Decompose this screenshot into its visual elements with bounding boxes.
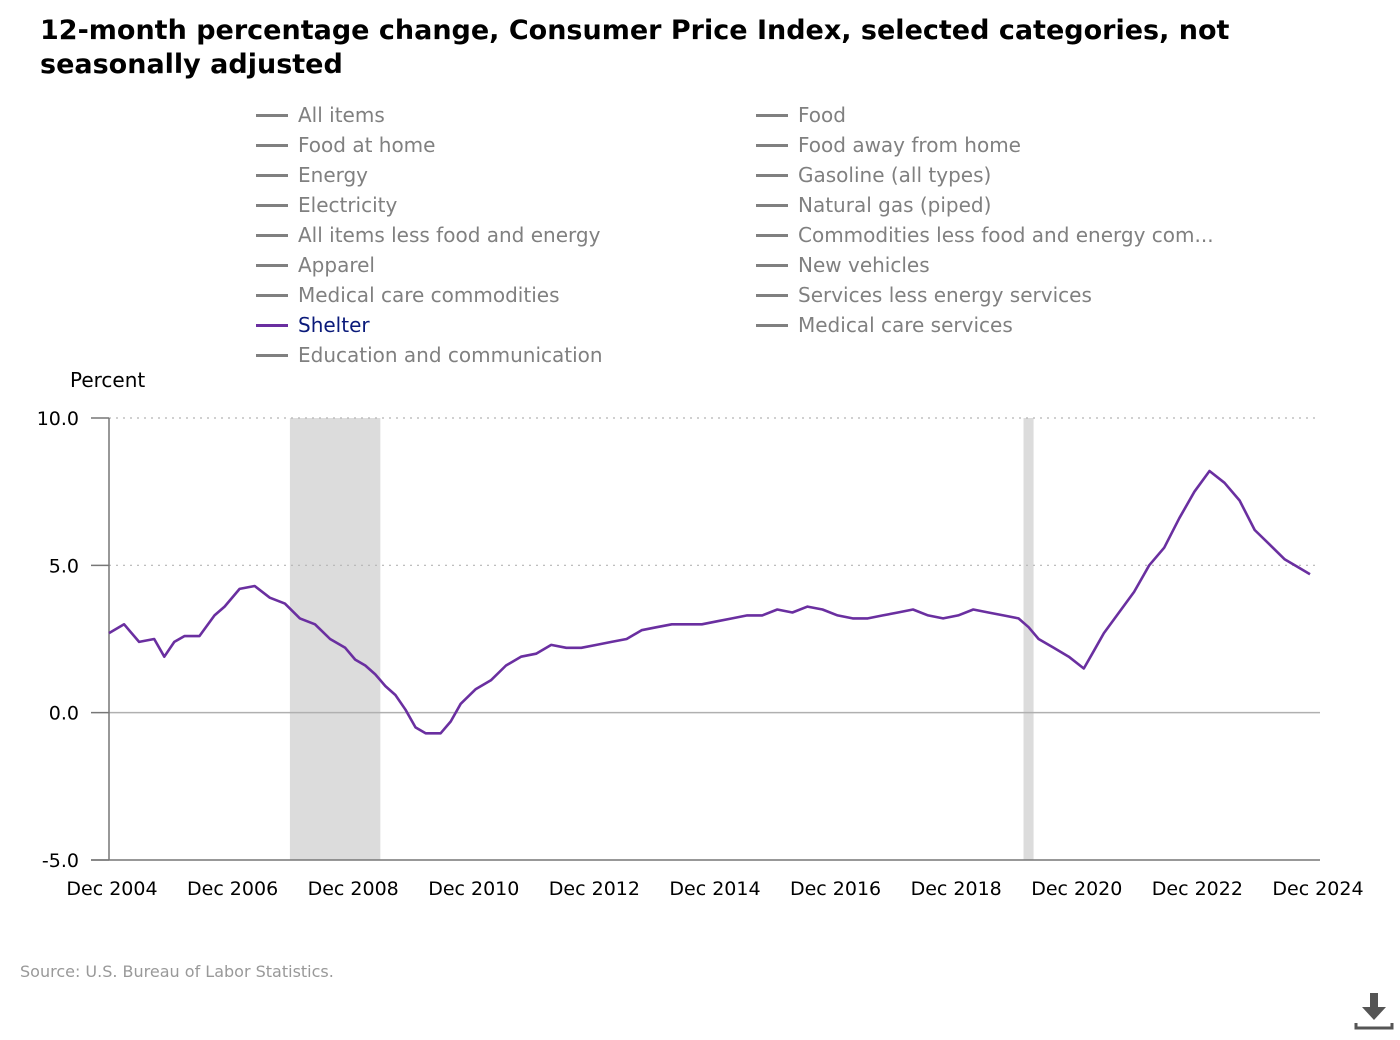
legend-item[interactable]: Natural gas (piped)	[756, 190, 991, 220]
legend-swatch	[256, 143, 288, 147]
x-tick-label: Dec 2010	[428, 878, 519, 900]
legend-item[interactable]: Energy	[256, 160, 368, 190]
x-tick-label: Dec 2004	[66, 878, 157, 900]
legend-swatch	[256, 233, 288, 237]
legend-swatch	[756, 263, 788, 267]
legend-item[interactable]: Food at home	[256, 130, 435, 160]
legend-swatch	[756, 293, 788, 297]
legend-label: Apparel	[298, 253, 375, 277]
legend-item[interactable]: Medical care commodities	[256, 280, 559, 310]
legend-item[interactable]: Apparel	[256, 250, 375, 280]
x-tick-label: Dec 2014	[669, 878, 760, 900]
legend-swatch	[256, 293, 288, 297]
legend-swatch	[256, 263, 288, 267]
legend-item[interactable]: Food	[756, 100, 846, 130]
legend-swatch	[256, 173, 288, 177]
legend-label: Gasoline (all types)	[798, 163, 992, 187]
legend-swatch	[256, 203, 288, 207]
legend-swatch	[756, 323, 788, 327]
legend-item[interactable]: Food away from home	[756, 130, 1021, 160]
chart-title: 12-month percentage change, Consumer Pri…	[40, 15, 1230, 80]
y-tick-label: 5.0	[49, 555, 79, 577]
recession-band	[1023, 418, 1034, 860]
legend-item[interactable]: All items	[256, 100, 385, 130]
legend-label: New vehicles	[798, 253, 930, 277]
legend-label: Food	[798, 103, 846, 127]
y-tick-label: 10.0	[37, 408, 79, 430]
x-tick-label: Dec 2012	[549, 878, 640, 900]
chart-plot: 10.0 5.0 0.0 -5.0 Dec 2004 Dec 2006 Dec 2008 De…	[37, 408, 1364, 900]
y-tick-label: -5.0	[42, 850, 79, 872]
legend-label: Energy	[298, 163, 369, 187]
legend-label: Medical care services	[798, 313, 1013, 337]
legend-swatch	[756, 143, 788, 147]
legend-item[interactable]: Medical care services	[756, 310, 1013, 340]
x-tick-label: Dec 2024	[1272, 878, 1363, 900]
legend-swatch	[256, 323, 288, 327]
x-tick-label: Dec 2006	[187, 878, 278, 900]
legend-label: Commodities less food and energy com...	[798, 223, 1214, 247]
legend-item[interactable]: Shelter	[256, 310, 370, 340]
legend-label: Shelter	[298, 313, 370, 337]
x-tick-label: Dec 2022	[1152, 878, 1243, 900]
source-note: Source: U.S. Bureau of Labor Statistics.	[20, 962, 334, 981]
legend-swatch	[256, 353, 288, 357]
legend-swatch	[756, 113, 788, 117]
legend-item[interactable]: All items less food and energy	[256, 220, 600, 250]
legend-item[interactable]: Services less energy services	[756, 280, 1092, 310]
legend-label: Medical care commodities	[298, 283, 560, 307]
legend-item[interactable]: Commodities less food and energy com...	[756, 220, 1214, 250]
series-line-shelter	[108, 469, 1311, 735]
x-tick-label: Dec 2016	[790, 878, 881, 900]
legend-label: Food away from home	[798, 133, 1021, 157]
x-tick-label: Dec 2008	[308, 878, 399, 900]
legend-label: All items less food and energy	[298, 223, 601, 247]
legend-label: Services less energy services	[798, 283, 1092, 307]
legend-item[interactable]: Electricity	[256, 190, 397, 220]
x-tick-label: Dec 2018	[911, 878, 1002, 900]
legend-swatch	[756, 203, 788, 207]
legend-item[interactable]: Gasoline (all types)	[756, 160, 991, 190]
legend-label: Electricity	[298, 193, 398, 217]
recession-band	[289, 418, 381, 860]
download-icon[interactable]	[1352, 990, 1396, 1034]
legend-item[interactable]: New vehicles	[756, 250, 930, 280]
y-axis-label: Percent	[70, 368, 146, 392]
legend-label: Education and communication	[298, 343, 603, 367]
legend-item[interactable]: Education and communication	[256, 340, 603, 370]
legend-swatch	[256, 113, 288, 117]
y-tick-label: 0.0	[49, 703, 79, 725]
legend-label: Food at home	[298, 133, 436, 157]
legend-swatch	[756, 233, 788, 237]
legend-label: All items	[298, 103, 385, 127]
x-tick-label: Dec 2020	[1031, 878, 1122, 900]
legend-swatch	[756, 173, 788, 177]
legend-label: Natural gas (piped)	[798, 193, 992, 217]
